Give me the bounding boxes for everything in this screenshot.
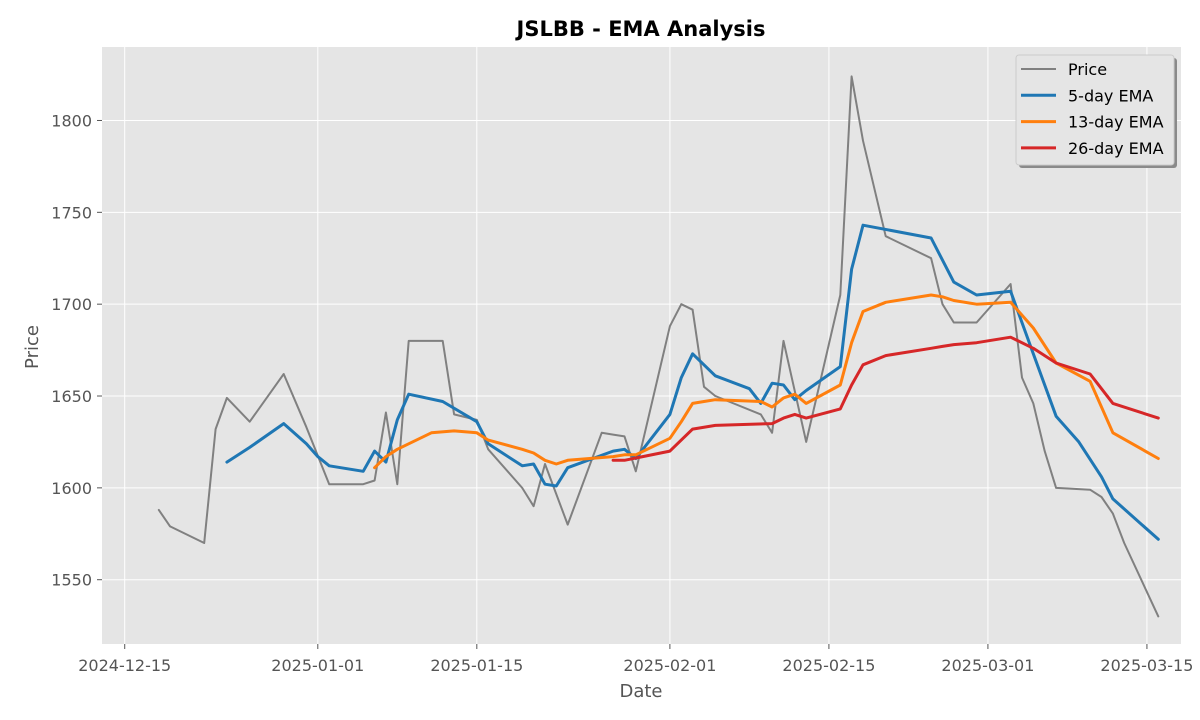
legend-label: 13-day EMA — [1068, 113, 1164, 132]
legend: Price 5-day EMA 13-day EMA 26-day EMA — [1015, 54, 1177, 168]
y-axis-title: Price — [22, 325, 43, 369]
y-tick-label: 1600 — [51, 479, 92, 498]
series-line-26-day-ema — [611, 335, 1160, 462]
y-tick-label: 1700 — [51, 295, 92, 314]
legend-label: 5-day EMA — [1068, 86, 1153, 105]
x-tick-label: 2025-01-01 — [271, 656, 364, 675]
y-tick-label: 1550 — [51, 571, 92, 590]
y-tick-label: 1650 — [51, 387, 92, 406]
x-tick-label: 2024-12-15 — [78, 656, 171, 675]
plot-area — [102, 47, 1181, 644]
x-tick-label: 2025-03-01 — [941, 656, 1034, 675]
chart-title: JSLBB - EMA Analysis — [515, 17, 766, 41]
x-tick-label: 2025-01-15 — [430, 656, 523, 675]
y-axis-ticks: 1550 1600 1650 1700 1750 1800 — [51, 111, 102, 590]
x-axis-ticks: 2024-12-15 2025-01-01 2025-01-15 2025-02-01… — [78, 644, 1193, 675]
x-axis-title: Date — [619, 681, 662, 702]
legend-box — [1015, 54, 1175, 166]
series-line-5-day-ema — [225, 223, 1160, 541]
x-tick-label: 2025-03-15 — [1100, 656, 1193, 675]
legend-label: Price — [1068, 60, 1107, 79]
series-layer — [157, 75, 1160, 618]
x-tick-label: 2025-02-01 — [623, 656, 716, 675]
legend-label: 26-day EMA — [1068, 139, 1164, 158]
series-line-price — [157, 75, 1160, 618]
x-tick-label: 2025-02-15 — [782, 656, 875, 675]
series-line-13-day-ema — [373, 293, 1160, 470]
y-tick-label: 1800 — [51, 111, 92, 130]
y-tick-label: 1750 — [51, 203, 92, 222]
